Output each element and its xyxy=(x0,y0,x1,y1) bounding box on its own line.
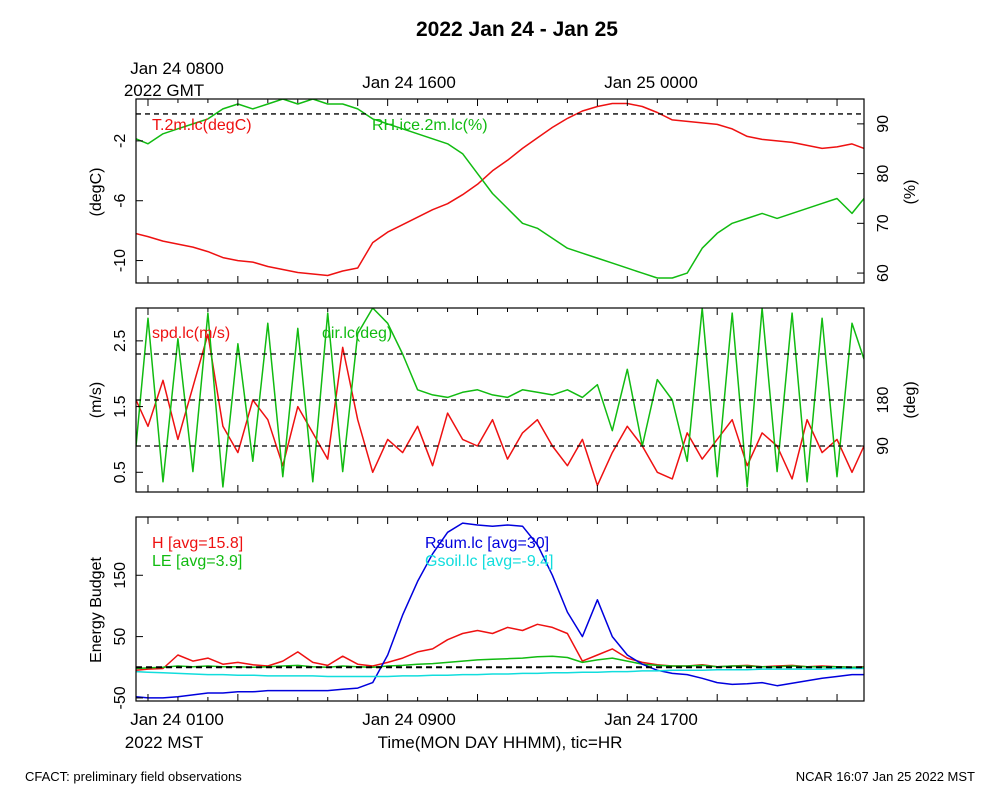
chart-title: 2022 Jan 24 - Jan 25 xyxy=(416,18,618,41)
ylabel-energy: Energy Budget xyxy=(88,557,105,663)
legend-temperature: T.2m.lc(degC) xyxy=(152,117,252,134)
plot-frame xyxy=(135,98,865,284)
gmt-label-3: Jan 25 0000 xyxy=(604,73,698,92)
y-tick-label-right: 60 xyxy=(875,264,892,282)
gmt-label-2: Jan 24 1600 xyxy=(362,73,456,92)
mst-label-1: Jan 24 0100 xyxy=(130,710,224,729)
y-tick-label: -10 xyxy=(112,249,129,272)
ylabel-temperature: (degC) xyxy=(88,168,105,217)
xlabel: Time(MON DAY HHMM), tic=HR xyxy=(378,733,623,752)
mst-label-3: Jan 24 1700 xyxy=(604,710,698,729)
y-tick-label: 0.5 xyxy=(112,461,129,483)
gmt-label-1-sub: 2022 GMT xyxy=(124,81,204,100)
y-tick-label: -2 xyxy=(112,134,129,148)
legend-rh: RH.ice.2m.lc(%) xyxy=(372,117,488,134)
panel-temperature-rh: -10 -6 -2 60 70 80 90 xyxy=(112,98,892,284)
legend-le: LE [avg=3.9] xyxy=(152,553,242,570)
series-line-t-2m-lc-degc xyxy=(136,102,864,277)
panel-energy-budget: -50 50 150 xyxy=(112,516,865,709)
legend-direction: dir.lc(deg) xyxy=(322,325,392,342)
series-line-gsoil-lc-avg-9-4 xyxy=(136,667,864,678)
series-line-h-avg-15-8 xyxy=(136,623,864,672)
y-tick-label-right: 70 xyxy=(875,214,892,232)
legend-gsoil: Gsoil.lc [avg=-9.4] xyxy=(425,553,554,570)
series-line-rh-ice-2m-lc xyxy=(136,99,864,279)
legend-h: H [avg=15.8] xyxy=(152,535,243,552)
y-tick-label: 1.5 xyxy=(112,395,129,417)
ylabel-direction: (deg) xyxy=(902,381,919,418)
y-tick-label-right: 90 xyxy=(875,437,892,455)
gmt-label-1: Jan 24 0800 xyxy=(130,59,224,78)
y-tick-label-right: 80 xyxy=(875,165,892,183)
legend-rsum: Rsum.lc [avg=30] xyxy=(425,535,549,552)
mst-label-2: Jan 24 0900 xyxy=(362,710,456,729)
y-tick-label: 50 xyxy=(112,628,129,646)
ylabel-speed: (m/s) xyxy=(88,382,105,418)
y-tick-label: -50 xyxy=(112,686,129,709)
series-line-dir-lc-deg xyxy=(136,308,864,488)
series-line-le-avg-3-9 xyxy=(136,655,864,670)
y-tick-label: -6 xyxy=(112,193,129,207)
series-line-rsum-lc-avg-30 xyxy=(136,522,864,699)
y-tick-label: 150 xyxy=(112,562,129,589)
plot-frame xyxy=(135,516,865,702)
mst-label-1-sub: 2022 MST xyxy=(125,733,203,752)
footer-right: NCAR 16:07 Jan 25 2022 MST xyxy=(796,769,975,784)
panel-wind: 0.5 1.5 2.5 90 180 xyxy=(112,307,892,493)
ylabel-rh: (%) xyxy=(902,180,919,205)
y-tick-label-right: 180 xyxy=(875,387,892,414)
footer-left: CFACT: preliminary field observations xyxy=(25,769,242,784)
y-tick-label: 2.5 xyxy=(112,330,129,352)
legend-speed: spd.lc(m/s) xyxy=(152,325,230,342)
series-line-spd-lc-m-s xyxy=(136,333,864,487)
y-tick-label-right: 90 xyxy=(875,115,892,133)
